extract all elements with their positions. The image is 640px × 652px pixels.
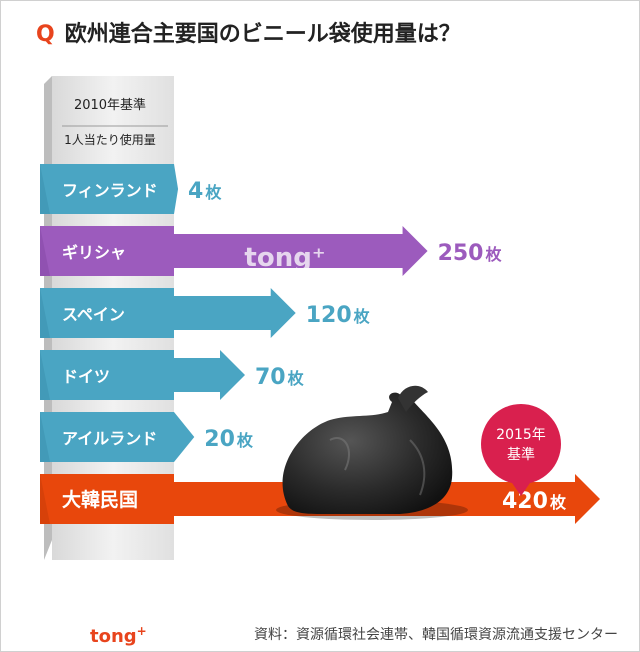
bar-3	[174, 350, 245, 400]
bar-1	[174, 226, 428, 276]
value-label: 20 枚	[204, 427, 254, 452]
header-line-2: 1人当たり使用量	[64, 132, 156, 147]
category-tab-fold	[40, 226, 50, 276]
bar-0	[174, 164, 179, 214]
question-mark-prefix: Q	[36, 22, 55, 47]
category-tab	[40, 474, 174, 524]
category-tab	[40, 164, 174, 214]
category-tab	[40, 226, 174, 276]
badge-2015: 2015年 基準	[481, 404, 561, 496]
category-label: フィンランド	[62, 181, 158, 200]
category-label: アイルランド	[62, 429, 157, 448]
header-line-1: 2010年基準	[74, 97, 146, 113]
category-tab-fold	[40, 288, 50, 338]
category-label: ドイツ	[62, 367, 110, 386]
garbage-bag-icon	[276, 385, 468, 520]
watermark-logo: tong⁺	[244, 243, 325, 273]
category-tab-fold	[40, 350, 50, 400]
footer-logo: tong+	[90, 624, 147, 647]
source-credit: 資料：資源循環社会連帯、韓国循環資源流通支援センター	[254, 627, 618, 643]
badge-line-2: 基準	[507, 446, 535, 463]
value-label: 250 枚	[438, 241, 503, 266]
value-label: 70 枚	[255, 365, 305, 390]
category-label: ギリシャ	[62, 243, 126, 262]
category-tab-fold	[40, 164, 50, 214]
category-tab	[40, 288, 174, 338]
category-label: 大韓民国	[62, 488, 138, 511]
bar-2	[174, 288, 296, 338]
category-tab-fold	[40, 412, 50, 462]
category-label: スペイン	[62, 305, 125, 324]
value-label: 120 枚	[306, 303, 371, 328]
value-label: 420 枚	[502, 489, 567, 514]
footer-logo-text: tong	[90, 626, 137, 647]
badge-line-1: 2015年	[496, 427, 546, 443]
page-title: Q 欧州連合主要国のビニール袋使用量は？	[36, 16, 461, 48]
category-tab	[40, 350, 174, 400]
category-tab	[40, 412, 174, 462]
footer-logo-plus: +	[136, 624, 147, 638]
bar-4	[174, 412, 195, 462]
title-text: 欧州連合主要国のビニール袋使用量は？	[64, 22, 461, 47]
category-tab-fold	[40, 474, 50, 524]
